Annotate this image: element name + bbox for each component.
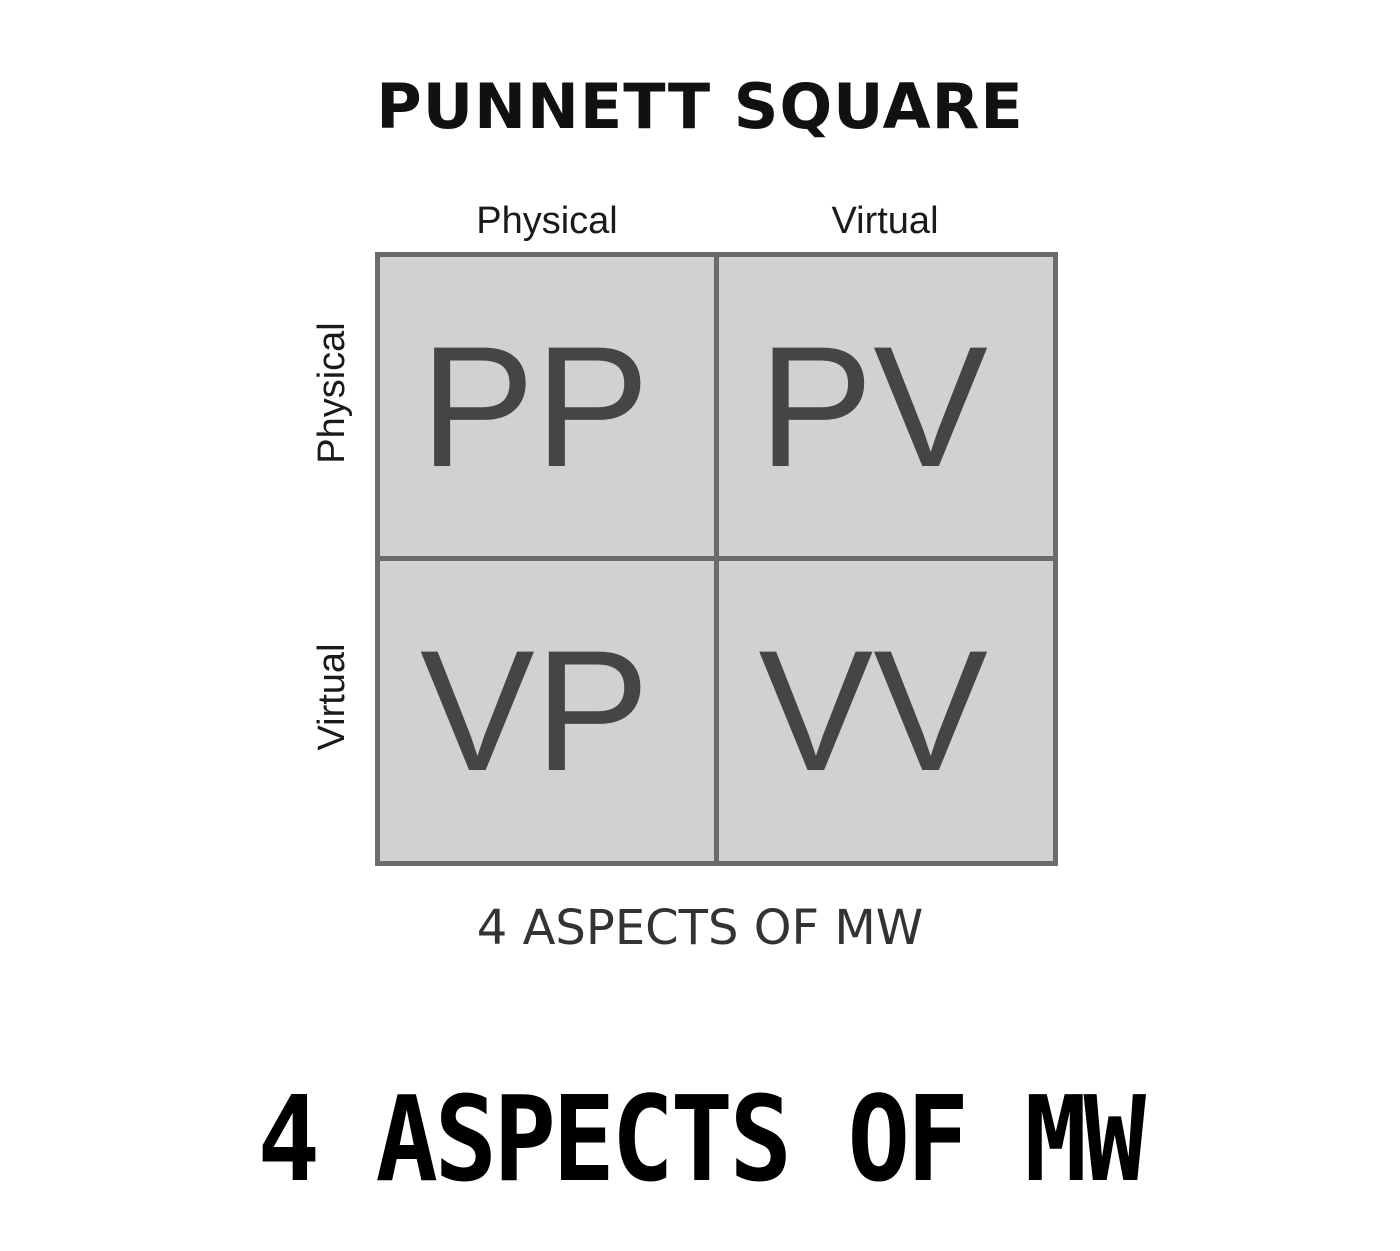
diagram-subcaption: 4 ASPECTS OF MW [476,900,924,956]
column-label-virtual: Virtual [831,200,939,242]
bottom-caption: 4 ASPECTS OF MW [257,1070,1146,1208]
cell-pp: PP [380,257,717,559]
cell-vv: VV [716,559,1053,861]
cell-vp: VP [380,559,717,861]
diagram-title: PUNNETT SQUARE [376,70,1024,143]
cell-pv: PV [716,257,1053,559]
punnett-grid: PP PV VP VV [375,252,1058,866]
row-label-physical: Physical [311,322,353,464]
column-label-physical: Physical [476,200,618,242]
row-label-virtual: Virtual [311,643,353,751]
